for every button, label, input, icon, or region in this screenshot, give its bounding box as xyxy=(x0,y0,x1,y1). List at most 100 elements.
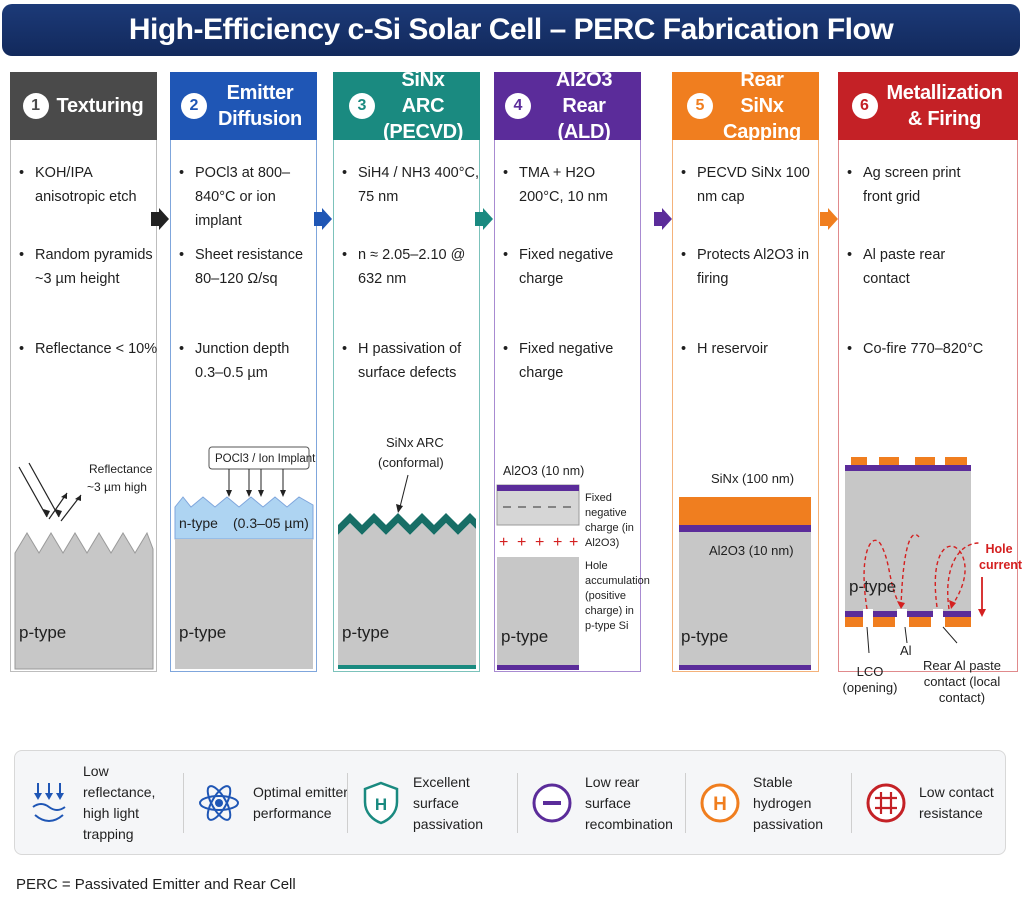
incident-ray-2 xyxy=(28,462,60,518)
negative-charge-label: Fixed negative charge (in Al2O3) xyxy=(585,492,634,549)
svg-text:+: + xyxy=(553,534,562,551)
legend-text-6: Low contact resistance xyxy=(919,784,994,821)
rear-al-contact-3 xyxy=(909,617,931,627)
step-2-header: 2 Emitter Diffusion xyxy=(169,71,317,140)
alox-label: Al2O3 (10 nm) xyxy=(709,543,794,558)
step-3-diagram xyxy=(338,474,476,669)
step-3-bullet-2: n ≈ 2.05–2.10 @ 632 nm xyxy=(358,247,466,287)
step-4-bullet-3: Fixed negative charge xyxy=(519,341,614,381)
flow-arrow-4 xyxy=(654,208,672,230)
benefits-legend: Low reflectance, high light trapping Opt… xyxy=(14,750,1006,855)
step-2-column: 2 Emitter Diffusion POCl3 at 800–840°C o… xyxy=(169,71,317,672)
step-6-diagram xyxy=(845,457,986,654)
emitter-depth-label: (0.3–05 µm) xyxy=(233,515,309,531)
step-2-bullet-2: Sheet resistance 80–120 Ω/sq xyxy=(195,247,304,287)
alox-layer xyxy=(679,525,811,532)
step-5-number: 5 xyxy=(687,92,713,119)
step-4-substrate-label: p-type xyxy=(501,627,549,646)
step-4-number: 4 xyxy=(505,92,531,119)
reflect-arrowhead-1 xyxy=(61,493,67,499)
svg-text:H: H xyxy=(713,794,727,815)
textured-silicon xyxy=(14,531,154,670)
pyramid-height-label: ~3 µm high xyxy=(87,480,147,494)
rear-al-label: Rear Al paste contact (local contact) xyxy=(922,658,1002,705)
legend-text-2: Optimal emitter performance xyxy=(253,784,348,821)
step-3-column: 3 SiNx ARC (PECVD) SiH4 / NH3 400°C, 75 … xyxy=(332,69,480,672)
alox-layer-label: Al2O3 (10 nm) xyxy=(503,464,585,478)
legend-text-1: Low reflectance, high light trapping xyxy=(83,763,156,842)
source-label: POCl3 / Ion Implant xyxy=(215,453,316,465)
flow-arrow-2 xyxy=(314,208,332,230)
source-box xyxy=(208,446,310,470)
step-2-title: Emitter Diffusion xyxy=(218,81,302,130)
step-6-column: 6 Metallization & Firing Ag screen print… xyxy=(837,71,1022,672)
rear-al-contact-1 xyxy=(845,617,863,627)
svg-text:H: H xyxy=(375,795,387,814)
step-2-bullet-3: Junction depth 0.3–0.5 µm xyxy=(195,341,290,381)
front-ag-finger-4 xyxy=(945,457,967,465)
flow-arrow-5 xyxy=(820,208,838,230)
footnote: PERC = Passivated Emitter and Rear Cell xyxy=(16,876,296,893)
legend-item-contact-resistance: Low contact resistance xyxy=(865,767,1005,839)
step-1-title: Texturing xyxy=(56,94,144,117)
grid-circle-icon xyxy=(866,783,906,823)
step-3-substrate-label: p-type xyxy=(342,623,390,642)
step-3-header: 3 SiNx ARC (PECVD) xyxy=(332,69,480,143)
step-4-diagram: + + + + + xyxy=(496,484,580,670)
al-label: Al xyxy=(900,643,912,658)
hole-current-paths xyxy=(863,533,980,610)
p-type-si xyxy=(845,471,971,611)
step-1-diagram xyxy=(14,462,154,670)
step-5-header: 5 Rear SiNx Capping xyxy=(671,69,819,143)
ray-arrowhead-2 xyxy=(55,509,62,517)
step-1-bullet-2: Random pyramids ~3 µm height xyxy=(35,247,153,287)
page-title: High-Efficiency c-Si Solar Cell – PERC F… xyxy=(128,13,894,46)
step-2-number: 2 xyxy=(181,92,207,119)
step-2-substrate-label: p-type xyxy=(179,623,227,642)
reflectance-label: Reflectance xyxy=(89,462,153,476)
lco-label: LCO (opening) xyxy=(842,664,898,695)
legend-text-3: Excellent surface passivation xyxy=(413,773,484,832)
arc-label: SiNx ARC xyxy=(386,435,444,450)
step-2-diagram xyxy=(174,446,314,669)
step-4-column: 4 Al2O3 Rear (ALD) TMA + H2O 200°C, 10 n… xyxy=(493,69,650,672)
legend-text-5: Stable hydrogen passivation xyxy=(753,773,824,832)
reflect-arrowhead-2 xyxy=(75,495,81,501)
step-3-number: 3 xyxy=(349,92,375,119)
emitter-label: n-type xyxy=(179,515,218,531)
minus-circle-icon xyxy=(532,783,572,823)
svg-text:+: + xyxy=(499,534,508,551)
atom-icon xyxy=(199,785,239,821)
step-5-bullet-3: H reservoir xyxy=(697,341,768,357)
ray-arrowhead-1 xyxy=(43,509,50,517)
svg-text:+: + xyxy=(535,534,544,551)
step-1-bullet-1: KOH/IPA anisotropic etch xyxy=(35,165,137,205)
sinx-arc-layer xyxy=(338,513,476,535)
arc-note-label: (conformal) xyxy=(378,455,444,470)
step-4-bullet-1: TMA + H2O 200°C, 10 nm xyxy=(519,165,608,205)
step-4-header: 4 Al2O3 Rear (ALD) xyxy=(493,69,641,143)
sinx-cap-layer xyxy=(679,497,811,525)
p-type-si xyxy=(679,532,811,669)
step-3-bullet-3: H passivation of surface defects xyxy=(358,341,462,381)
legend-item-emitter: Optimal emitter performance xyxy=(197,767,357,839)
front-ag-finger-1 xyxy=(851,457,867,465)
legend-text-4: Low rear surface recombination xyxy=(585,773,673,832)
n-type-emitter xyxy=(174,496,314,540)
step-1-bullet-3: Reflectance < 10% xyxy=(35,341,158,357)
step-1-substrate-label: p-type xyxy=(19,623,67,642)
step-4-bullet-2: Fixed negative charge xyxy=(519,247,614,287)
sinx-cap-label: SiNx (100 nm) xyxy=(711,471,795,486)
step-6-substrate-label: p-type xyxy=(849,577,897,596)
step-5-title: Rear SiNx Capping xyxy=(723,68,801,143)
hole-accumulation-label: Hole accumulation (positive charge) in p… xyxy=(585,560,650,632)
light-trapping-icon xyxy=(32,783,66,822)
rear-al-contact-4 xyxy=(945,617,971,627)
step-6-header: 6 Metallization & Firing xyxy=(837,71,1018,140)
flow-arrow-3 xyxy=(475,208,493,230)
rear-al-contact-2 xyxy=(873,617,895,627)
legend-item-hydrogen: H Stable hydrogen passivation xyxy=(699,767,859,839)
step-6-number: 6 xyxy=(851,92,878,119)
step-1-number: 1 xyxy=(22,92,49,119)
step-3-title: SiNx ARC (PECVD) xyxy=(383,68,464,143)
